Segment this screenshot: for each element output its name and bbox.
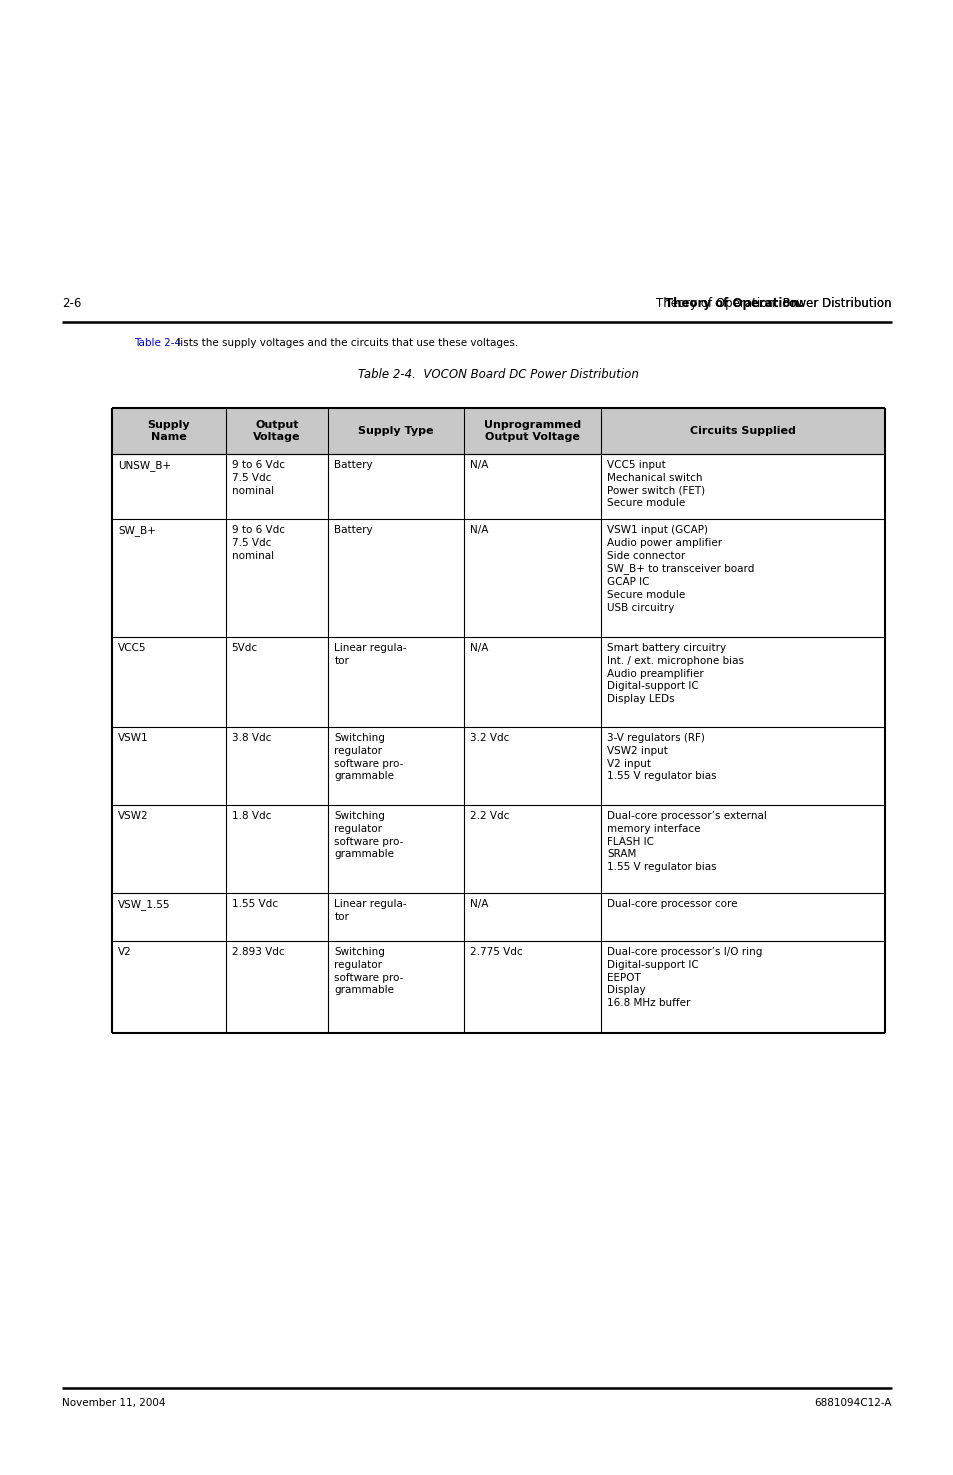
- Text: N/A: N/A: [469, 643, 488, 653]
- Text: V2: V2: [118, 947, 132, 957]
- Text: 2-6: 2-6: [62, 296, 81, 310]
- Text: 2.893 Vdc: 2.893 Vdc: [232, 947, 284, 957]
- Text: Battery: Battery: [335, 525, 373, 535]
- Text: Linear regula-
tor: Linear regula- tor: [335, 643, 407, 665]
- Text: Table 2-4.  VOCON Board DC Power Distribution: Table 2-4. VOCON Board DC Power Distribu…: [357, 367, 639, 381]
- Text: VCC5: VCC5: [118, 643, 147, 653]
- Text: 5Vdc: 5Vdc: [232, 643, 257, 653]
- Text: 6881094C12-A: 6881094C12-A: [814, 1398, 891, 1409]
- Text: Table 2-4: Table 2-4: [133, 338, 181, 348]
- Text: Switching
regulator
software pro-
grammable: Switching regulator software pro- gramma…: [335, 947, 403, 996]
- Text: Supply Type: Supply Type: [358, 426, 434, 437]
- Text: N/A: N/A: [469, 460, 488, 471]
- Text: 3.2 Vdc: 3.2 Vdc: [469, 733, 509, 743]
- Text: 1.8 Vdc: 1.8 Vdc: [232, 811, 271, 822]
- Text: Output
Voltage: Output Voltage: [253, 420, 300, 442]
- Text: Battery: Battery: [335, 460, 373, 471]
- Text: lists the supply voltages and the circuits that use these voltages.: lists the supply voltages and the circui…: [173, 338, 517, 348]
- Text: VSW2: VSW2: [118, 811, 149, 822]
- Text: November 11, 2004: November 11, 2004: [62, 1398, 165, 1409]
- Text: Theory of Operation: Power Distribution: Theory of Operation: Power Distribution: [656, 296, 891, 310]
- Text: Smart battery circuitry
Int. / ext. microphone bias
Audio preamplifier
Digital-s: Smart battery circuitry Int. / ext. micr…: [607, 643, 743, 704]
- Text: Circuits Supplied: Circuits Supplied: [689, 426, 795, 437]
- Text: N/A: N/A: [469, 525, 488, 535]
- Text: UNSW_B+: UNSW_B+: [118, 460, 171, 471]
- Text: Unprogrammed
Output Voltage: Unprogrammed Output Voltage: [483, 420, 580, 442]
- Text: Switching
regulator
software pro-
grammable: Switching regulator software pro- gramma…: [335, 733, 403, 782]
- Text: Switching
regulator
software pro-
grammable: Switching regulator software pro- gramma…: [335, 811, 403, 860]
- Text: 1.55 Vdc: 1.55 Vdc: [232, 898, 277, 909]
- Text: Dual-core processor’s external
memory interface
FLASH IC
SRAM
1.55 V regulator b: Dual-core processor’s external memory in…: [607, 811, 766, 872]
- Text: Theory of Operation:: Theory of Operation:: [664, 296, 803, 310]
- Text: 9 to 6 Vdc
7.5 Vdc
nominal: 9 to 6 Vdc 7.5 Vdc nominal: [232, 525, 284, 560]
- Text: Power Distribution: Power Distribution: [779, 296, 891, 310]
- Text: SW_B+: SW_B+: [118, 525, 155, 535]
- Text: Supply
Name: Supply Name: [148, 420, 190, 442]
- Text: 2.2 Vdc: 2.2 Vdc: [469, 811, 509, 822]
- Bar: [112, 409, 884, 454]
- Text: Dual-core processor core: Dual-core processor core: [607, 898, 737, 909]
- Text: VSW1 input (GCAP)
Audio power amplifier
Side connector
SW_B+ to transceiver boar: VSW1 input (GCAP) Audio power amplifier …: [607, 525, 754, 612]
- Text: VSW_1.55: VSW_1.55: [118, 898, 171, 910]
- Text: Linear regula-
tor: Linear regula- tor: [335, 898, 407, 922]
- Text: Dual-core processor’s I/O ring
Digital-support IC
EEPOT
Display
16.8 MHz buffer: Dual-core processor’s I/O ring Digital-s…: [607, 947, 761, 1009]
- Text: N/A: N/A: [469, 898, 488, 909]
- Text: VCC5 input
Mechanical switch
Power switch (FET)
Secure module: VCC5 input Mechanical switch Power switc…: [607, 460, 704, 509]
- Text: 2.775 Vdc: 2.775 Vdc: [469, 947, 522, 957]
- Text: 9 to 6 Vdc
7.5 Vdc
nominal: 9 to 6 Vdc 7.5 Vdc nominal: [232, 460, 284, 496]
- Text: 3.8 Vdc: 3.8 Vdc: [232, 733, 271, 743]
- Text: VSW1: VSW1: [118, 733, 149, 743]
- Text: 3-V regulators (RF)
VSW2 input
V2 input
1.55 V regulator bias: 3-V regulators (RF) VSW2 input V2 input …: [607, 733, 717, 782]
